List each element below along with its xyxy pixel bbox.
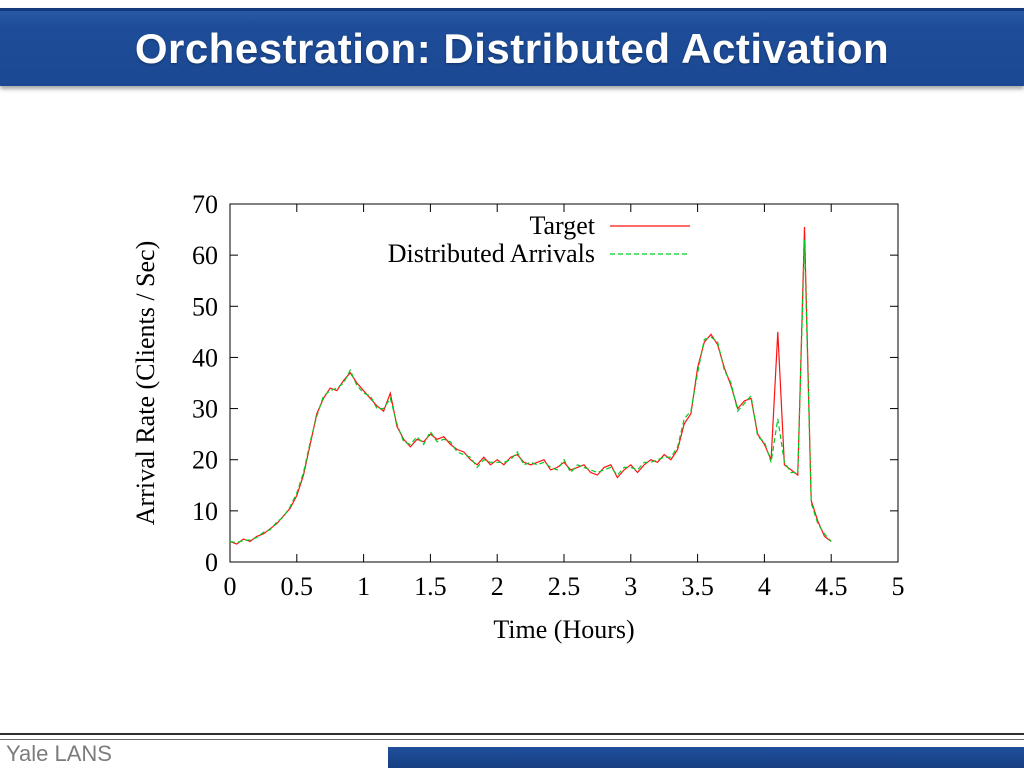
footer-accent-bar (388, 747, 1024, 768)
svg-text:70: 70 (192, 192, 218, 219)
svg-text:Target: Target (529, 211, 595, 240)
svg-text:10: 10 (192, 497, 218, 526)
footer-label: Yale LANS (6, 741, 112, 766)
svg-text:4: 4 (758, 572, 771, 601)
svg-text:2.5: 2.5 (548, 572, 581, 601)
svg-text:1.5: 1.5 (414, 572, 447, 601)
svg-text:Time (Hours): Time (Hours) (493, 615, 634, 644)
svg-text:0: 0 (224, 572, 237, 601)
chart-figure: 0 0.5 1 1.5 2 2.5 3 3.5 4 4.5 5 0 10 20 30 40 50 60 70 Targ… (128, 190, 920, 654)
svg-text:5: 5 (892, 572, 905, 601)
svg-text:2: 2 (491, 572, 504, 601)
svg-text:Distributed Arrivals: Distributed Arrivals (388, 239, 595, 268)
svg-text:3: 3 (624, 572, 637, 601)
svg-text:1: 1 (357, 572, 370, 601)
svg-text:0.5: 0.5 (281, 572, 314, 601)
svg-text:Arrival Rate (Clients / Sec): Arrival Rate (Clients / Sec) (131, 241, 160, 525)
svg-text:20: 20 (192, 446, 218, 475)
svg-text:3.5: 3.5 (681, 572, 714, 601)
footer-divider-top (0, 733, 1024, 735)
svg-text:30: 30 (192, 395, 218, 424)
svg-text:4.5: 4.5 (815, 572, 848, 601)
svg-text:40: 40 (192, 343, 218, 372)
svg-text:50: 50 (192, 292, 218, 321)
title-banner: Orchestration: Distributed Activation (0, 8, 1024, 86)
svg-text:60: 60 (192, 241, 218, 270)
footer-divider-bottom (0, 739, 1024, 740)
svg-text:0: 0 (205, 548, 218, 577)
arrival-rate-chart: 0 0.5 1 1.5 2 2.5 3 3.5 4 4.5 5010203040506070Targ… (131, 190, 905, 644)
page-title: Orchestration: Distributed Activation (134, 24, 890, 72)
